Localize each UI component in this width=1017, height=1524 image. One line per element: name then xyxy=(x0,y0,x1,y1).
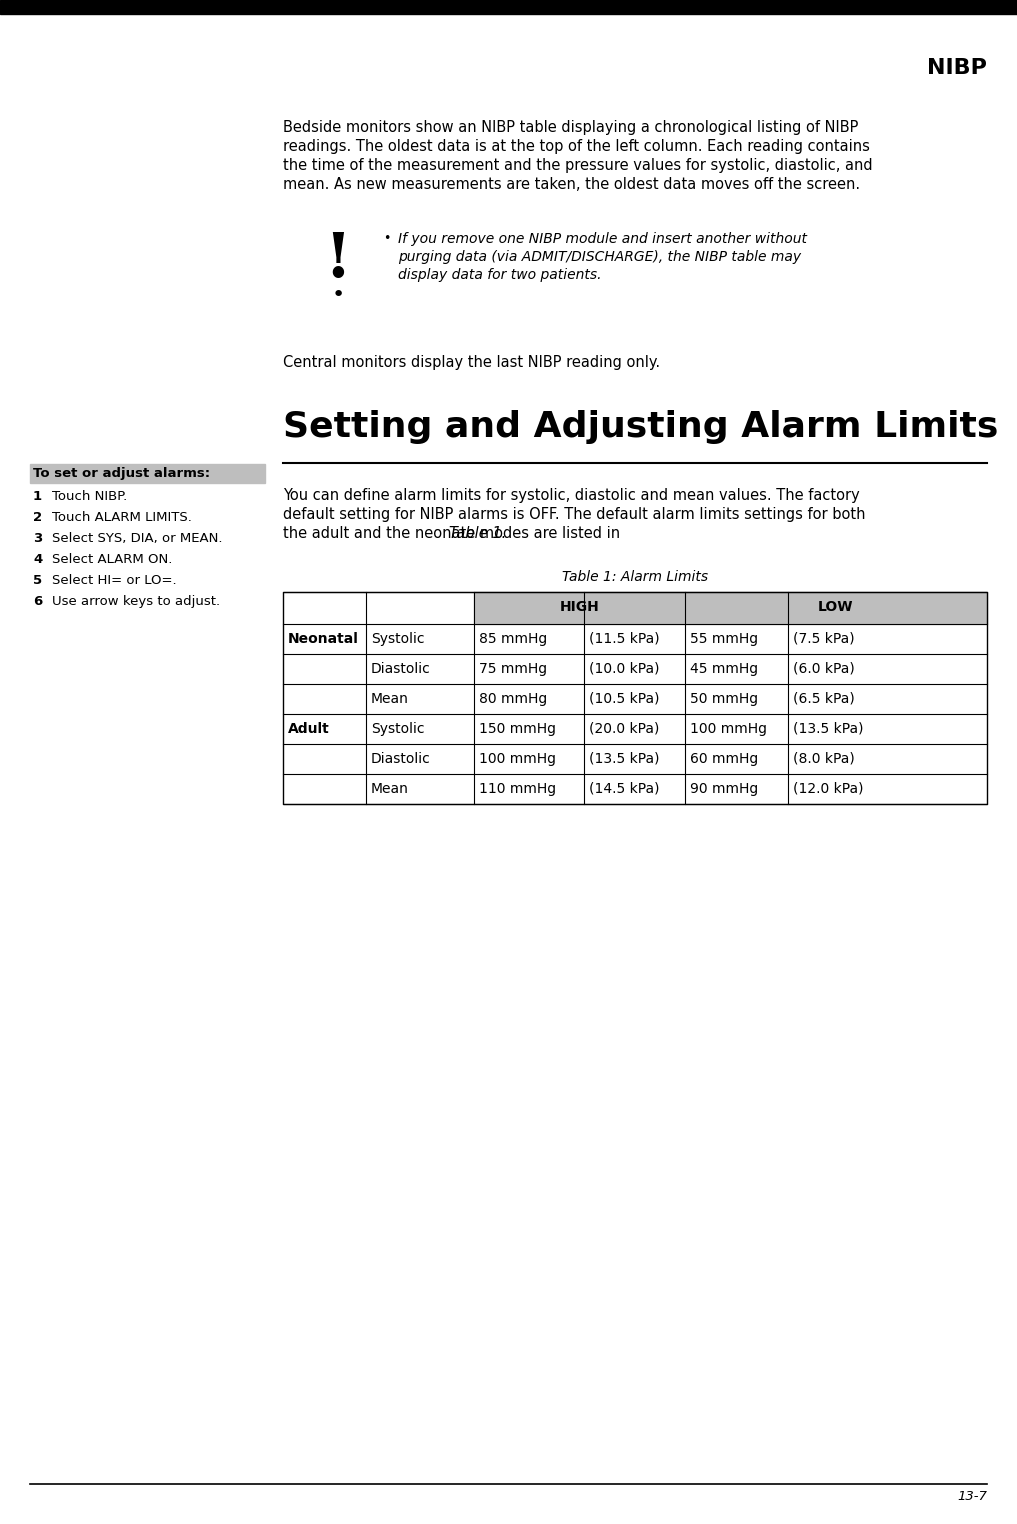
Text: 5: 5 xyxy=(33,575,42,587)
Text: 50 mmHg: 50 mmHg xyxy=(690,692,758,706)
Text: (8.0 kPa): (8.0 kPa) xyxy=(793,751,854,767)
Text: •: • xyxy=(332,285,345,305)
Text: LOW: LOW xyxy=(819,600,853,614)
Text: 75 mmHg: 75 mmHg xyxy=(479,661,547,677)
Text: Diastolic: Diastolic xyxy=(371,661,431,677)
Text: 2: 2 xyxy=(33,511,42,524)
Text: Mean: Mean xyxy=(371,782,409,796)
Text: 60 mmHg: 60 mmHg xyxy=(690,751,759,767)
Text: default setting for NIBP alarms is OFF. The default alarm limits settings for bo: default setting for NIBP alarms is OFF. … xyxy=(283,507,865,523)
Text: (14.5 kPa): (14.5 kPa) xyxy=(589,782,659,796)
Text: Select HI= or LO=.: Select HI= or LO=. xyxy=(52,575,177,587)
Text: (20.0 kPa): (20.0 kPa) xyxy=(589,722,659,736)
Text: •: • xyxy=(383,232,391,245)
Text: Bedside monitors show an NIBP table displaying a chronological listing of NIBP: Bedside monitors show an NIBP table disp… xyxy=(283,120,858,136)
Text: 45 mmHg: 45 mmHg xyxy=(690,661,758,677)
Text: (10.5 kPa): (10.5 kPa) xyxy=(589,692,659,706)
Text: Select SYS, DIA, or MEAN.: Select SYS, DIA, or MEAN. xyxy=(52,532,223,546)
Text: Table 1.: Table 1. xyxy=(450,526,506,541)
Text: (6.5 kPa): (6.5 kPa) xyxy=(793,692,854,706)
Text: 85 mmHg: 85 mmHg xyxy=(479,632,548,646)
Text: 100 mmHg: 100 mmHg xyxy=(690,722,767,736)
Text: (13.5 kPa): (13.5 kPa) xyxy=(793,722,863,736)
Text: mean. As new measurements are taken, the oldest data moves off the screen.: mean. As new measurements are taken, the… xyxy=(283,177,860,192)
Text: Systolic: Systolic xyxy=(371,632,424,646)
Text: 3: 3 xyxy=(33,532,43,546)
Text: Select ALARM ON.: Select ALARM ON. xyxy=(52,553,172,565)
Text: Table 1: Alarm Limits: Table 1: Alarm Limits xyxy=(562,570,708,584)
Text: Adult: Adult xyxy=(288,722,330,736)
Text: Touch ALARM LIMITS.: Touch ALARM LIMITS. xyxy=(52,511,192,524)
Text: 4: 4 xyxy=(33,553,43,565)
Text: 80 mmHg: 80 mmHg xyxy=(479,692,548,706)
Text: Central monitors display the last NIBP reading only.: Central monitors display the last NIBP r… xyxy=(283,355,660,370)
Text: HIGH: HIGH xyxy=(560,600,600,614)
Text: Mean: Mean xyxy=(371,692,409,706)
Text: Setting and Adjusting Alarm Limits: Setting and Adjusting Alarm Limits xyxy=(283,410,999,443)
Text: (6.0 kPa): (6.0 kPa) xyxy=(793,661,854,677)
Bar xyxy=(685,591,988,623)
Text: 100 mmHg: 100 mmHg xyxy=(479,751,556,767)
Bar xyxy=(0,0,1017,14)
Text: Systolic: Systolic xyxy=(371,722,424,736)
Text: 90 mmHg: 90 mmHg xyxy=(690,782,759,796)
Text: !: ! xyxy=(324,230,352,290)
Text: readings. The oldest data is at the top of the left column. Each reading contain: readings. The oldest data is at the top … xyxy=(283,139,870,154)
Text: 55 mmHg: 55 mmHg xyxy=(690,632,758,646)
Text: 1: 1 xyxy=(33,491,42,503)
Text: (11.5 kPa): (11.5 kPa) xyxy=(589,632,659,646)
Text: the time of the measurement and the pressure values for systolic, diastolic, and: the time of the measurement and the pres… xyxy=(283,158,873,174)
Text: You can define alarm limits for systolic, diastolic and mean values. The factory: You can define alarm limits for systolic… xyxy=(283,488,859,503)
Text: the adult and the neonate modes are listed in: the adult and the neonate modes are list… xyxy=(283,526,624,541)
Text: display data for two patients.: display data for two patients. xyxy=(398,268,601,282)
Text: Diastolic: Diastolic xyxy=(371,751,431,767)
Bar xyxy=(283,591,988,805)
Text: (13.5 kPa): (13.5 kPa) xyxy=(589,751,659,767)
Text: Use arrow keys to adjust.: Use arrow keys to adjust. xyxy=(52,594,220,608)
Text: (7.5 kPa): (7.5 kPa) xyxy=(793,632,854,646)
Text: (12.0 kPa): (12.0 kPa) xyxy=(793,782,863,796)
Bar xyxy=(475,591,685,623)
Text: Neonatal: Neonatal xyxy=(288,632,359,646)
Text: Touch NIBP.: Touch NIBP. xyxy=(52,491,127,503)
Text: To set or adjust alarms:: To set or adjust alarms: xyxy=(33,466,211,480)
Bar xyxy=(29,463,265,483)
Text: 6: 6 xyxy=(33,594,43,608)
Text: purging data (via ADMIT/DISCHARGE), the NIBP table may: purging data (via ADMIT/DISCHARGE), the … xyxy=(398,250,801,264)
Text: If you remove one NIBP module and insert another without: If you remove one NIBP module and insert… xyxy=(398,232,807,245)
Text: 110 mmHg: 110 mmHg xyxy=(479,782,556,796)
Text: (10.0 kPa): (10.0 kPa) xyxy=(589,661,659,677)
Text: 150 mmHg: 150 mmHg xyxy=(479,722,556,736)
Text: NIBP: NIBP xyxy=(928,58,988,78)
Text: 13-7: 13-7 xyxy=(957,1490,988,1503)
